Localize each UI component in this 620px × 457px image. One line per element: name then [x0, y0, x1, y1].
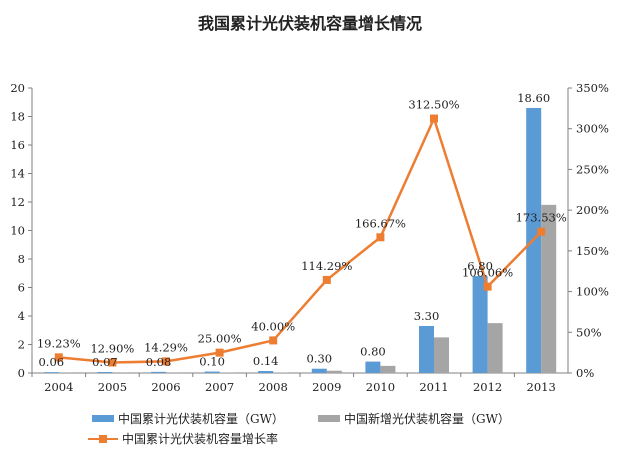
right-tick-label: 250% [576, 162, 609, 176]
bar-cumulative [151, 371, 166, 373]
bar-value-label: 0.06 [38, 355, 64, 369]
growth-value-label: 106.06% [462, 266, 513, 280]
growth-value-label: 12.90% [90, 341, 134, 355]
growth-value-label: 25.00% [198, 332, 242, 346]
x-tick-label: 2004 [44, 380, 73, 394]
right-tick-label: 300% [576, 122, 609, 136]
bar-cumulative [204, 371, 220, 373]
legend-label-cumulative: 中国累计光伏装机容量（GW） [118, 412, 284, 426]
left-tick-label: 8 [18, 252, 25, 266]
left-tick-label: 6 [18, 281, 25, 295]
bar-value-label: 0.07 [92, 355, 118, 369]
x-tick-label: 2009 [312, 380, 341, 394]
bar-new [434, 337, 449, 373]
left-tick-label: 2 [18, 338, 25, 352]
growth-marker [376, 233, 385, 242]
bar-value-label: 0.08 [146, 355, 172, 369]
x-tick-label: 2008 [259, 380, 288, 394]
data-labels: 0.06 0.07 0.08 0.10 0.14 0.30 0.80 3.30 6.80 18.6… [37, 91, 567, 369]
bar-new [273, 372, 289, 373]
bar-value-label: 6.80 [467, 259, 493, 273]
growth-marker [537, 227, 546, 236]
bar-value-label: 0.14 [253, 354, 279, 368]
right-tick-label: 200% [576, 203, 609, 217]
x-tick-label: 2006 [151, 380, 180, 394]
legend-swatch-growth [88, 434, 118, 444]
left-tick-label: 20 [10, 81, 25, 95]
growth-value-label: 173.53% [516, 211, 567, 225]
growth-value-label: 166.67% [355, 216, 406, 230]
bar-new [380, 365, 396, 373]
growth-marker [162, 357, 170, 366]
x-tick-label: 2013 [527, 380, 556, 394]
left-tick-label: 4 [18, 309, 25, 323]
growth-marker [54, 353, 63, 362]
bar-cumulative [258, 371, 274, 373]
growth-value-label: 19.23% [37, 336, 81, 350]
bar-value-label: 0.10 [199, 355, 225, 369]
growth-marker [483, 282, 492, 291]
legend-label-growth: 中国累计光伏装机容量增长率 [122, 432, 279, 446]
right-tick-label: 50% [576, 325, 602, 339]
bar-new [541, 204, 557, 373]
bar-value-label: 18.60 [517, 91, 550, 105]
bar-cumulative [472, 276, 488, 373]
chart-title: 我国累计光伏装机容量增长情况 [197, 14, 422, 33]
x-tick-label: 2010 [366, 380, 395, 394]
left-tick-label: 16 [10, 138, 25, 152]
legend-growth: 中国累计光伏装机容量增长率 [88, 430, 278, 447]
left-tick-label: 10 [10, 224, 25, 238]
growth-marker [269, 336, 278, 345]
growth-value-label: 40.00% [251, 319, 295, 333]
bar-value-label: 0.80 [360, 345, 386, 359]
growth-value-label: 114.29% [301, 259, 352, 273]
left-tick-label: 18 [10, 110, 25, 124]
bar-value-label: 0.30 [306, 352, 332, 366]
right-tick-label: 150% [576, 244, 609, 258]
left-tick-label: 0 [18, 366, 25, 380]
bars [43, 107, 557, 373]
bar-cumulative [97, 372, 113, 373]
right-tick-label: 350% [576, 81, 609, 95]
x-tick-label: 2005 [98, 380, 127, 394]
legend-swatch-new [318, 415, 340, 422]
x-tick-label: 2012 [473, 380, 502, 394]
bar-cumulative [43, 372, 59, 373]
bar-cumulative [419, 325, 434, 373]
x-tick-label: 2007 [205, 380, 234, 394]
growth-marker [430, 114, 438, 123]
bar-cumulative [365, 361, 381, 373]
bar-value-label: 3.30 [414, 309, 440, 323]
growth-marker [322, 275, 331, 284]
right-tick-label: 100% [576, 285, 609, 299]
growth-line-path [58, 115, 543, 364]
left-tick-label: 14 [10, 167, 25, 181]
left-tick-label: 12 [10, 195, 25, 209]
bar-cumulative [311, 368, 327, 373]
growth-marker [108, 358, 117, 367]
bar-new [326, 370, 342, 373]
growth-value-label: 312.50% [408, 98, 459, 112]
legend-cumulative: 中国累计光伏装机容量（GW） [92, 410, 284, 427]
legend-label-new: 中国新增光伏装机容量（GW） [344, 412, 510, 426]
bar-new [487, 323, 503, 373]
growth-line [54, 114, 546, 367]
right-tick-label: 0% [576, 366, 594, 380]
growth-marker [215, 348, 224, 357]
legend-swatch-cumulative [92, 415, 114, 422]
legend-new: 中国新增光伏装机容量（GW） [318, 410, 510, 427]
growth-value-label: 14.29% [144, 340, 188, 354]
x-tick-label: 2011 [419, 380, 448, 394]
